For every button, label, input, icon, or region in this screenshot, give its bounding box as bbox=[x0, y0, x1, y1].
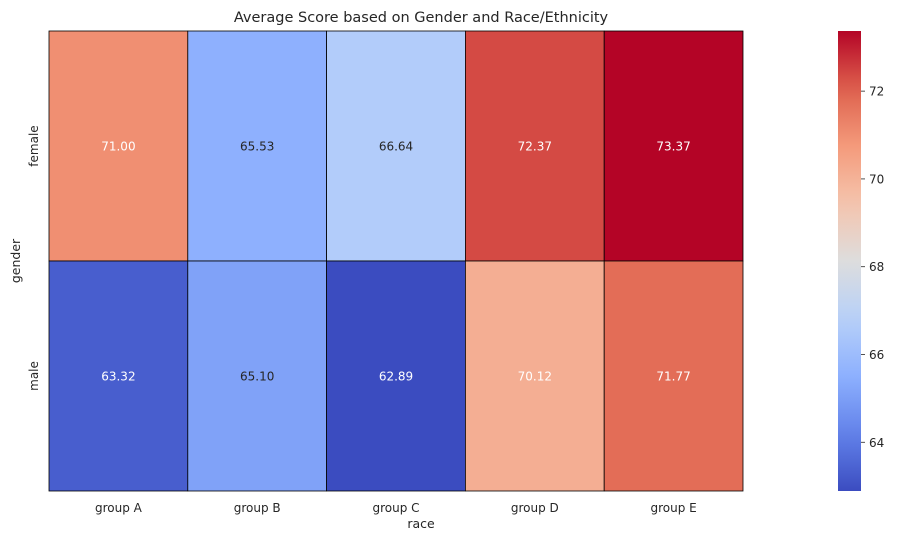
cell-value-label: 63.32 bbox=[101, 370, 135, 384]
heatmap-cell bbox=[603, 260, 744, 492]
colorbar-gradient bbox=[838, 31, 861, 491]
heatmap-cells: 71.00 65.53 66.64 72.37 73.37 63.32 65.10 62.89… bbox=[48, 30, 744, 492]
cell-value-label: 71.00 bbox=[101, 140, 135, 154]
cell-value-label: 66.64 bbox=[379, 140, 413, 154]
cell-value-label: 71.77 bbox=[656, 370, 690, 384]
colorbar-tick-label: 66 bbox=[869, 348, 884, 362]
x-tick-label: group C bbox=[372, 501, 419, 515]
colorbar-tick-label: 72 bbox=[869, 85, 884, 99]
x-tick-label: group B bbox=[234, 501, 281, 515]
y-tick-label: female bbox=[27, 125, 41, 166]
heatmap-cell bbox=[187, 260, 328, 492]
heatmap-cell bbox=[326, 30, 466, 262]
heatmap-cell bbox=[48, 30, 189, 262]
cell-value-label: 72.37 bbox=[518, 140, 552, 154]
cell-value-label: 65.53 bbox=[240, 140, 274, 154]
cell-value-label: 62.89 bbox=[379, 370, 413, 384]
x-tick-label: group A bbox=[95, 501, 143, 515]
y-tick-label: male bbox=[27, 361, 41, 391]
y-axis-ticks: female male bbox=[27, 125, 41, 391]
colorbar-tick-label: 68 bbox=[869, 260, 884, 274]
cell-value-label: 65.10 bbox=[240, 370, 274, 384]
cell-value-label: 70.12 bbox=[518, 370, 552, 384]
heatmap-cell bbox=[464, 260, 605, 492]
colorbar: 64 66 68 70 72 bbox=[838, 31, 884, 491]
heatmap-cell bbox=[326, 260, 466, 492]
x-tick-label: group D bbox=[511, 501, 559, 515]
x-tick-label: group E bbox=[650, 501, 696, 515]
x-axis-label: race bbox=[407, 516, 435, 531]
heatmap-cell bbox=[464, 30, 605, 262]
colorbar-tick-label: 64 bbox=[869, 436, 884, 450]
y-axis-label: gender bbox=[8, 238, 23, 283]
heatmap-cell bbox=[48, 260, 189, 492]
colorbar-tick-label: 70 bbox=[869, 172, 884, 186]
chart-title: Average Score based on Gender and Race/E… bbox=[234, 10, 609, 26]
heatmap-cell bbox=[603, 30, 744, 262]
cell-value-label: 73.37 bbox=[656, 140, 690, 154]
heatmap-cell bbox=[187, 30, 328, 262]
x-axis-ticks: group A group B group C group D group E bbox=[95, 501, 697, 515]
